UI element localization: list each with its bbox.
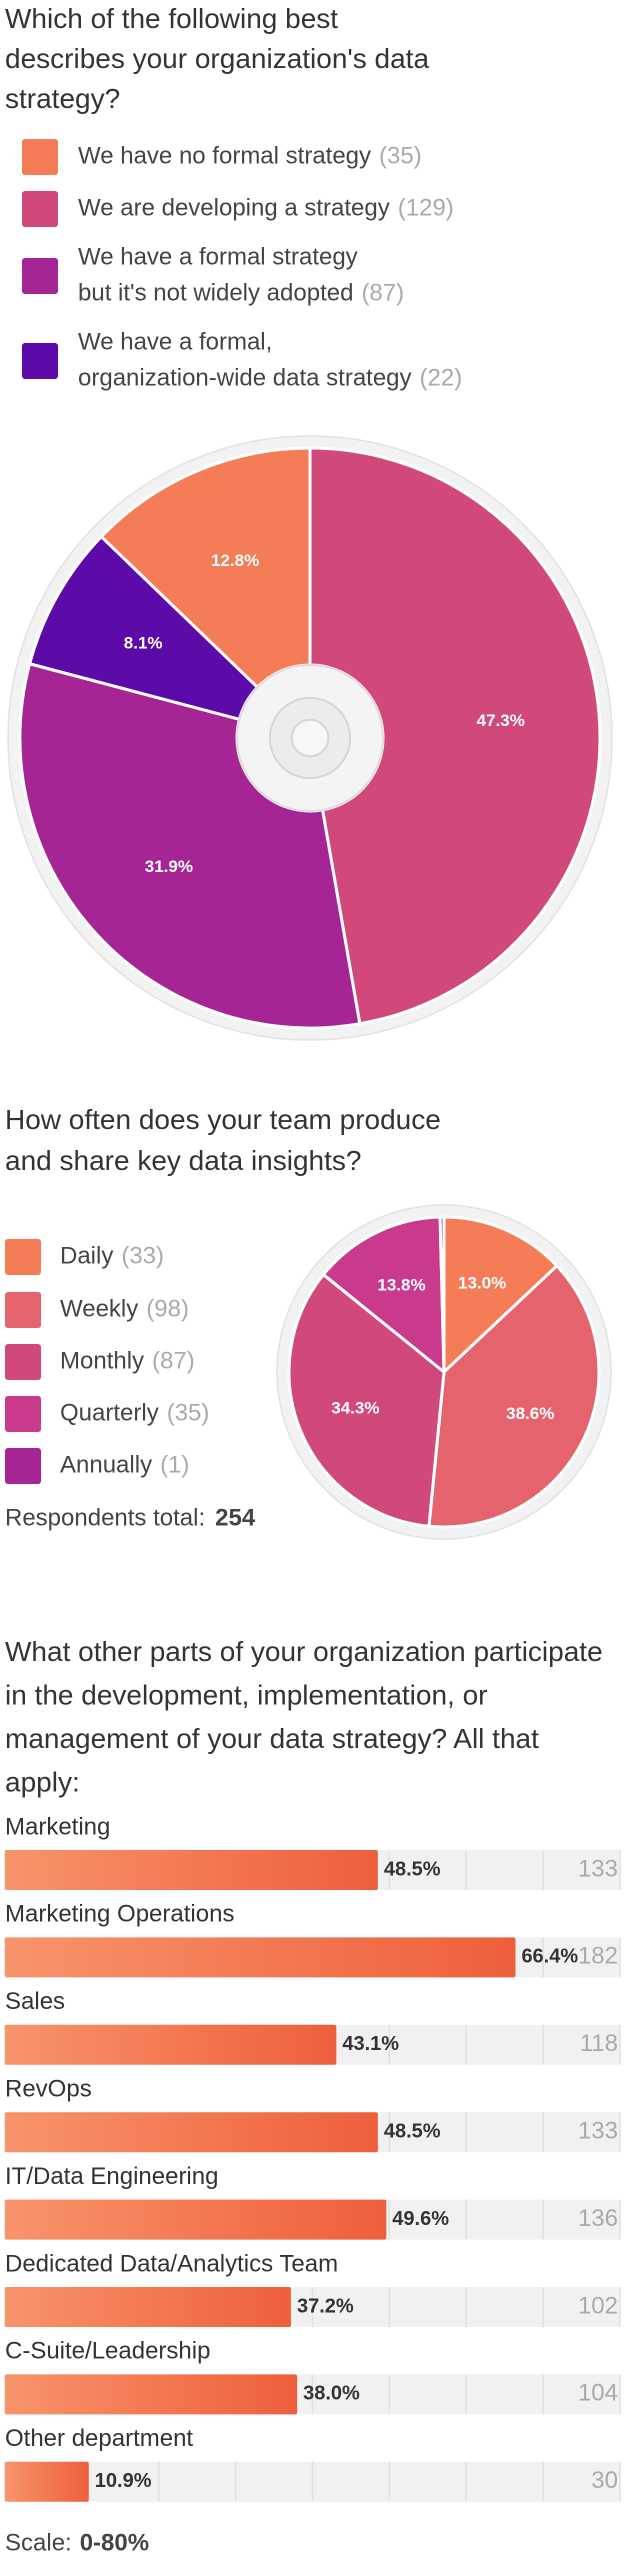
chart-title: What other parts of your organization pa… xyxy=(5,1636,603,1798)
pie-value-label: 12.8% xyxy=(211,551,259,570)
bar-value-label: 48.5% xyxy=(384,2120,441,2142)
bar-count: 30 xyxy=(591,2467,618,2494)
bar-category: Other department xyxy=(5,2425,193,2452)
bar-count: 118 xyxy=(580,2030,618,2057)
legend-label: Daily xyxy=(60,1242,113,1269)
legend-label: Weekly xyxy=(60,1295,138,1322)
bar xyxy=(5,2287,291,2327)
pie-slice xyxy=(438,1215,446,1373)
chart-title: Which of the following best describes you… xyxy=(5,3,429,114)
bar-count: 133 xyxy=(578,1855,618,1882)
pie-value-label: 8.1% xyxy=(124,633,163,652)
scale-label: Scale: xyxy=(5,2529,72,2556)
bar xyxy=(5,1850,378,1890)
legend-count: (35) xyxy=(379,142,422,169)
chart-title: How often does your team produce and shar… xyxy=(5,1104,441,1176)
legend-label: but it's not widely adopted xyxy=(78,279,353,306)
pie-slice xyxy=(287,1272,446,1528)
bar xyxy=(5,2024,337,2065)
pie-value-label: 38.6% xyxy=(506,1404,554,1423)
bar-category: Marketing Operations xyxy=(5,1901,234,1928)
bar-value-label: 10.9% xyxy=(95,2470,152,2492)
bar-value-label: 37.2% xyxy=(297,2295,354,2317)
bar-category: RevOps xyxy=(5,2076,92,2103)
bar xyxy=(5,2374,298,2415)
bar xyxy=(5,2112,378,2153)
legend-swatch xyxy=(22,139,58,175)
pie-value-label: 13.0% xyxy=(458,1273,506,1292)
bar-category: C-Suite/Leadership xyxy=(5,2338,210,2365)
bar-category: IT/Data Engineering xyxy=(5,2163,218,2190)
total-value: 254 xyxy=(215,1504,256,1531)
bar xyxy=(5,1937,516,1978)
pie-value-label: 34.3% xyxy=(331,1399,379,1418)
bar-value-label: 48.5% xyxy=(384,1858,441,1880)
bar-category: Dedicated Data/Analytics Team xyxy=(5,2250,338,2277)
legend-count: (22) xyxy=(420,364,463,391)
legend-swatch xyxy=(5,1292,41,1328)
bar-count: 182 xyxy=(578,1943,618,1970)
legend-swatch xyxy=(5,1396,41,1432)
legend-label: We are developing a strategy xyxy=(78,194,390,221)
legend-swatch xyxy=(22,343,58,379)
bar xyxy=(5,2199,387,2240)
legend-label: Annually xyxy=(60,1451,152,1478)
pie-slice xyxy=(321,1215,446,1376)
legend-swatch xyxy=(5,1344,41,1380)
legend-label: Quarterly xyxy=(60,1399,159,1426)
bar-category: Marketing xyxy=(5,1813,110,1840)
pie-slice xyxy=(427,1263,601,1529)
donut-hole-center xyxy=(290,718,330,758)
legend-label: We have a formal strategy xyxy=(78,243,358,270)
legend-count: (129) xyxy=(398,194,454,221)
legend-swatch xyxy=(5,1239,41,1275)
pie-value-label: 13.8% xyxy=(377,1275,425,1294)
bar-category: Sales xyxy=(5,1988,65,2015)
bar-count: 104 xyxy=(578,2380,618,2407)
legend-label: We have no formal strategy xyxy=(78,142,371,169)
scale-value: 0-80% xyxy=(80,2529,149,2556)
legend-swatch xyxy=(22,258,58,294)
legend-count: (33) xyxy=(121,1242,164,1269)
legend-count: (35) xyxy=(167,1399,210,1426)
legend-label: We have a formal, xyxy=(78,328,272,355)
bar-value-label: 66.4% xyxy=(521,1946,578,1968)
bar-value-label: 38.0% xyxy=(303,2383,360,2405)
bar-value-label: 43.1% xyxy=(342,2033,399,2055)
legend-count: (1) xyxy=(160,1451,189,1478)
bar-count: 133 xyxy=(578,2118,618,2145)
legend-label: Monthly xyxy=(60,1347,144,1374)
legend-count: (87) xyxy=(361,279,404,306)
legend-count: (98) xyxy=(146,1295,189,1322)
bar xyxy=(5,2461,89,2502)
legend-swatch xyxy=(22,191,58,227)
pie-slice xyxy=(442,1215,560,1376)
pie-value-label: 47.3% xyxy=(477,711,525,730)
bar-count: 136 xyxy=(578,2205,618,2232)
pie-value-label: 31.9% xyxy=(145,857,193,876)
legend-count: (87) xyxy=(152,1347,195,1374)
total-label: Respondents total: xyxy=(5,1504,205,1531)
bar-value-label: 49.6% xyxy=(392,2208,449,2230)
legend-swatch xyxy=(5,1448,41,1484)
bar-count: 102 xyxy=(578,2292,618,2319)
legend-label: organization-wide data strategy xyxy=(78,364,412,391)
